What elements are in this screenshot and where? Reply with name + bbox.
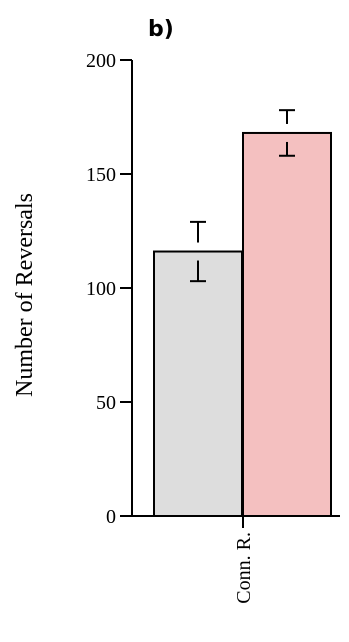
error-bar	[279, 109, 295, 157]
y-tick-label: 0	[106, 506, 116, 528]
y-axis-title: Number of Reversals	[12, 193, 38, 397]
panel-label: b)	[148, 17, 174, 42]
error-bar	[190, 220, 206, 283]
y-tick-label: 100	[86, 278, 116, 300]
y-axis-ticks: 0 50 100 150 200	[86, 50, 132, 528]
x-tick-label: Conn. R.	[233, 532, 255, 604]
bar	[242, 131, 332, 518]
error-bars	[190, 109, 295, 283]
x-axis-ticks: Conn. R.	[233, 516, 255, 604]
bars	[153, 131, 332, 518]
y-tick-label: 150	[86, 164, 116, 186]
bar	[153, 250, 243, 518]
y-tick-label: 50	[96, 392, 116, 414]
y-tick-label: 200	[86, 50, 116, 72]
